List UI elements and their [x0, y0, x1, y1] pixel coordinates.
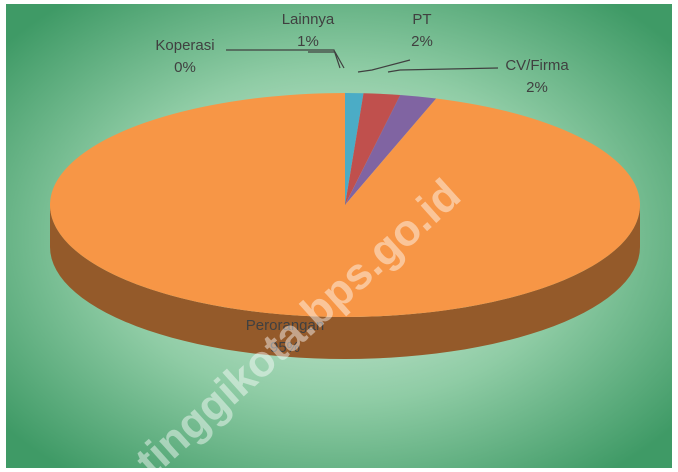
leader-line	[387, 67, 499, 73]
category-label: PT	[412, 11, 431, 28]
category-label: Koperasi	[155, 37, 214, 54]
category-label: Lainnya	[282, 11, 335, 28]
category-label: Perorangan	[246, 317, 324, 334]
pie-sides	[50, 205, 640, 359]
labels: Koperasi 0% Lainnya 1% PT 2% CV/Firma 2% Peroran…	[155, 11, 569, 356]
value-label: 2%	[526, 79, 548, 96]
category-label: CV/Firma	[505, 57, 569, 74]
value-label: 2%	[411, 33, 433, 50]
pie-slice	[345, 93, 364, 205]
leader-line	[308, 51, 345, 69]
leader-line	[226, 49, 341, 69]
pie-side	[50, 205, 640, 359]
value-label: 1%	[297, 33, 319, 50]
value-label: 0%	[174, 59, 196, 76]
value-label: 95%	[270, 339, 300, 356]
pie-slice	[49, 93, 640, 317]
pie-slice	[345, 94, 437, 205]
pie-tops	[49, 93, 640, 317]
leader-line	[357, 59, 411, 73]
pie-slice	[345, 93, 401, 205]
